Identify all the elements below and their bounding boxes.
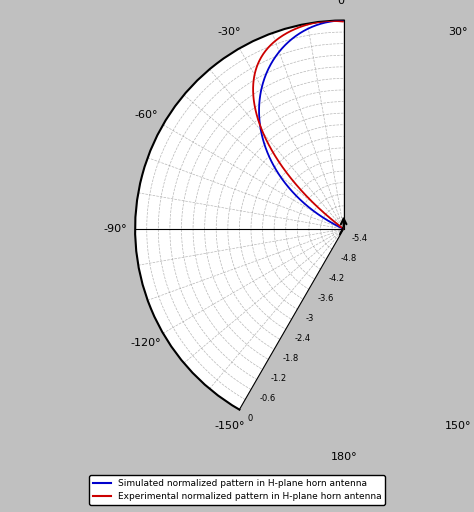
Legend: Simulated normalized pattern in H-plane horn antenna, Experimental normalized pa: Simulated normalized pattern in H-plane … — [89, 475, 385, 505]
